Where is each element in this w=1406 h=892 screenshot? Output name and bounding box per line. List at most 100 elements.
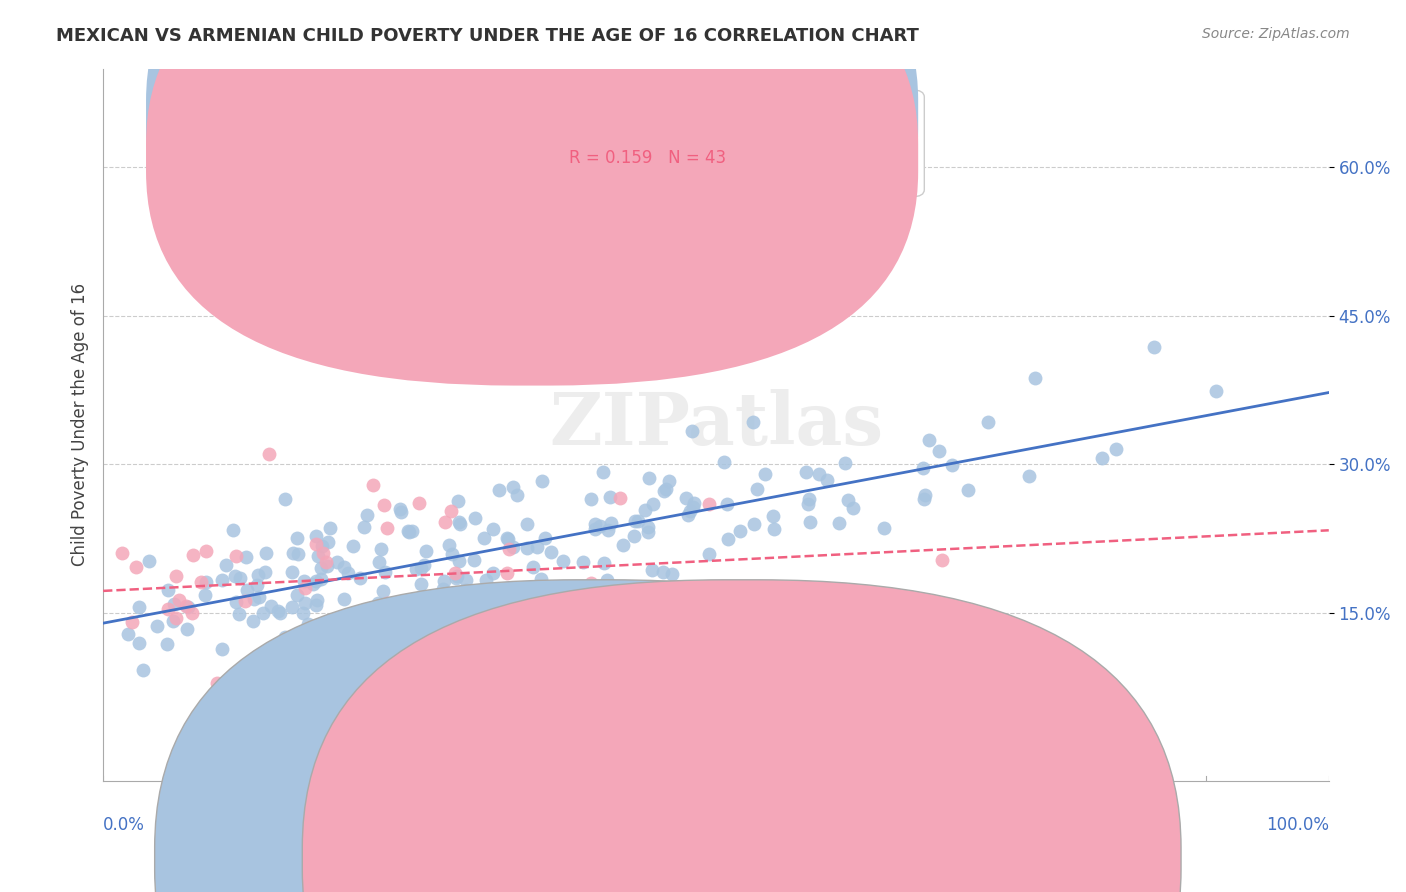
Point xyxy=(581,492,603,507)
Point xyxy=(808,467,831,481)
Point xyxy=(205,675,228,690)
Point xyxy=(799,515,821,529)
Point xyxy=(571,555,593,569)
Point xyxy=(612,538,634,552)
FancyBboxPatch shape xyxy=(146,0,918,385)
Point xyxy=(796,465,818,479)
Point xyxy=(373,498,395,512)
Point xyxy=(655,482,678,496)
Point xyxy=(637,520,659,534)
Point xyxy=(349,571,371,585)
Point xyxy=(246,578,269,592)
Point xyxy=(449,517,471,532)
Point xyxy=(157,601,180,615)
Point xyxy=(637,525,659,540)
Point xyxy=(681,424,703,438)
Point xyxy=(427,599,450,614)
Point xyxy=(180,606,202,620)
Point xyxy=(928,443,950,458)
Point xyxy=(311,545,333,559)
Point xyxy=(827,516,849,530)
Point xyxy=(353,520,375,534)
Point xyxy=(250,647,273,661)
Point xyxy=(361,478,384,492)
Point xyxy=(682,500,704,515)
Point xyxy=(433,574,456,588)
Point xyxy=(918,433,941,447)
Point xyxy=(627,514,650,528)
Point xyxy=(225,594,247,608)
Point xyxy=(676,508,699,522)
Point xyxy=(797,497,820,511)
Point xyxy=(475,573,498,587)
Point xyxy=(287,547,309,561)
Point xyxy=(540,544,562,558)
Text: MEXICAN VS ARMENIAN CHILD POVERTY UNDER THE AGE OF 16 CORRELATION CHART: MEXICAN VS ARMENIAN CHILD POVERTY UNDER … xyxy=(56,27,920,45)
Point xyxy=(713,455,735,469)
FancyBboxPatch shape xyxy=(146,0,918,343)
Text: Mexicans: Mexicans xyxy=(616,849,693,867)
Point xyxy=(1143,340,1166,354)
Point xyxy=(233,593,256,607)
Point xyxy=(641,563,664,577)
Point xyxy=(405,562,427,576)
Point xyxy=(697,547,720,561)
Point xyxy=(375,596,398,610)
Point xyxy=(181,548,204,562)
Point xyxy=(449,554,471,568)
Point xyxy=(415,544,437,558)
Point xyxy=(250,647,273,661)
Point xyxy=(464,511,486,525)
Point xyxy=(797,491,820,506)
Point xyxy=(246,568,269,582)
Point xyxy=(447,493,470,508)
Point xyxy=(537,600,560,615)
Point xyxy=(356,508,378,522)
Point xyxy=(165,569,187,583)
Point xyxy=(433,515,456,529)
Point xyxy=(225,549,247,563)
Point xyxy=(215,558,238,572)
Point xyxy=(138,554,160,568)
Point xyxy=(533,531,555,545)
Point xyxy=(121,615,143,629)
Point xyxy=(228,607,250,621)
Point xyxy=(551,554,574,568)
Point xyxy=(156,637,179,651)
Point xyxy=(596,573,619,587)
Point xyxy=(437,538,460,552)
Point xyxy=(243,592,266,607)
Point xyxy=(637,471,659,485)
Point xyxy=(252,606,274,620)
Point xyxy=(526,540,548,554)
Point xyxy=(558,591,581,605)
Y-axis label: Child Poverty Under the Age of 16: Child Poverty Under the Age of 16 xyxy=(72,283,89,566)
Point xyxy=(624,514,647,528)
Point xyxy=(222,523,245,537)
Point xyxy=(117,626,139,640)
Point xyxy=(163,597,186,611)
Point xyxy=(211,573,233,587)
Point xyxy=(454,573,477,587)
Point xyxy=(506,488,529,502)
Point xyxy=(412,558,434,572)
Point xyxy=(661,567,683,582)
Point xyxy=(742,415,765,429)
Point xyxy=(194,544,217,558)
Point xyxy=(409,577,432,591)
Point xyxy=(224,568,246,582)
Text: ZIPatlas: ZIPatlas xyxy=(548,389,883,460)
Point xyxy=(257,447,280,461)
Point xyxy=(1205,384,1227,399)
FancyBboxPatch shape xyxy=(484,90,924,197)
Point xyxy=(253,565,276,579)
Point xyxy=(337,566,360,581)
Point xyxy=(440,547,463,561)
Point xyxy=(1091,450,1114,465)
Point xyxy=(404,592,426,607)
Point xyxy=(596,523,619,537)
Point xyxy=(472,531,495,545)
Point xyxy=(599,516,621,530)
Point xyxy=(914,488,936,502)
Point xyxy=(146,618,169,632)
